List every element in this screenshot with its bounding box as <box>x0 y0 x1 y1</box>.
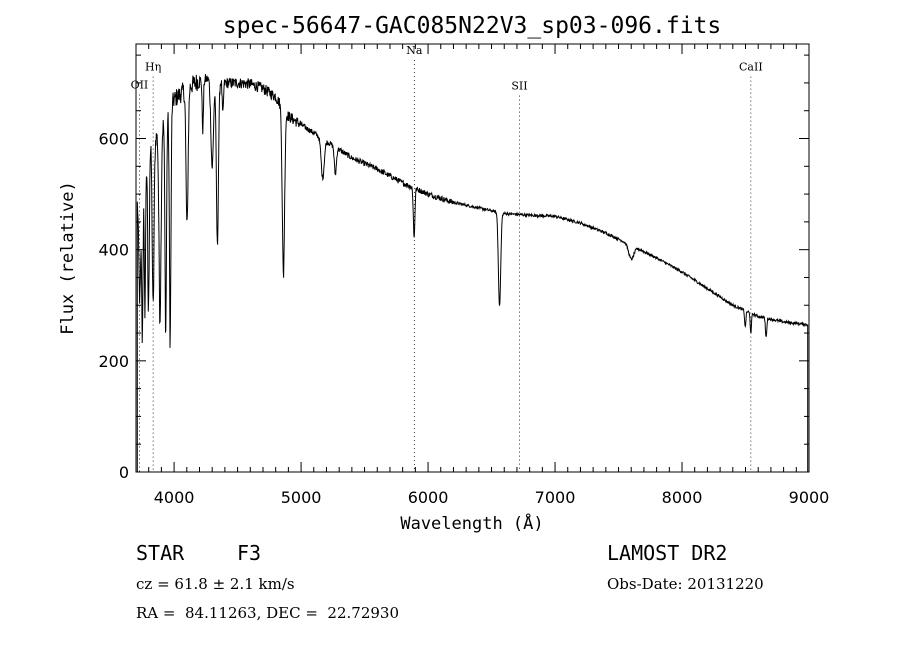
y-tick-label: 600 <box>98 129 129 148</box>
coordinates-text: RA = 84.11263, DEC = 22.72930 <box>136 604 400 622</box>
chart-title: spec-56647-GAC085N22V3_sp03-096.fits <box>223 13 722 39</box>
x-tick-label: 7000 <box>535 488 576 507</box>
spectrum-line <box>136 74 809 472</box>
spectral-line-label: OII <box>131 78 149 91</box>
spectral-line-label: Na <box>406 44 423 57</box>
x-tick-label: 6000 <box>408 488 449 507</box>
x-tick-label: 4000 <box>154 488 195 507</box>
plot-frame <box>135 43 810 473</box>
y-tick-label: 200 <box>98 352 129 371</box>
spectral-line-label: CaII <box>739 61 763 74</box>
y-tick-label: 400 <box>98 241 129 260</box>
x-axis-label: Wavelength (Å) <box>400 512 543 534</box>
spectral-line-markers: OII Hη Na SII CaII <box>131 44 763 472</box>
axis-ticks: 4000 5000 6000 7000 8000 9000 0 200 400 600 <box>98 44 829 507</box>
survey-label: LAMOST DR2 <box>607 541 728 565</box>
spectral-line-label: SII <box>511 80 527 93</box>
x-tick-label: 9000 <box>789 488 830 507</box>
obs-date-text: Obs-Date: 20131220 <box>607 575 764 593</box>
x-tick-label: 5000 <box>281 488 322 507</box>
redshift-text: cz = 61.8 ± 2.1 km/s <box>136 575 295 593</box>
object-class: STAR <box>136 541 185 565</box>
subclass: F3 <box>237 541 262 565</box>
spectral-line-label: Hη <box>145 61 161 74</box>
y-tick-label: 0 <box>119 463 129 482</box>
x-tick-label: 8000 <box>662 488 703 507</box>
y-axis-label: Flux (relative) <box>58 181 78 335</box>
